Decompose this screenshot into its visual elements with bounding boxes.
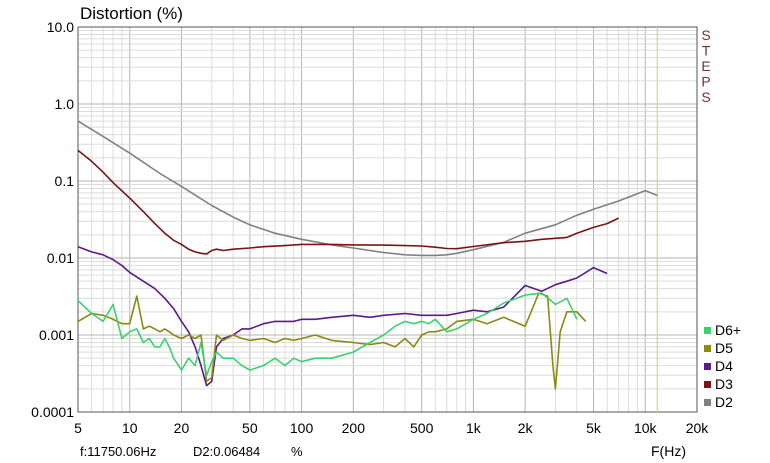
side-label-letter: S <box>701 27 710 43</box>
x-tick-labels: 5 10 20 50 100 200 500 1k 2k 5k 10k 20k <box>74 420 709 436</box>
y-tick-label: 0.01 <box>47 250 74 266</box>
series-line-d2 <box>77 120 658 257</box>
x-tick-label: 2k <box>518 420 534 436</box>
legend-swatch[interactable] <box>704 345 711 352</box>
x-tick-label: 500 <box>410 420 434 436</box>
side-label-letter: P <box>701 74 710 90</box>
y-tick-label: 10.0 <box>47 19 74 35</box>
legend-label[interactable]: D6+ <box>715 322 741 338</box>
x-tick-label: 5 <box>74 420 82 436</box>
series-line-d4 <box>77 245 608 387</box>
legend-swatch[interactable] <box>704 399 711 406</box>
x-tick-label: 100 <box>290 420 314 436</box>
y-tick-label: 1.0 <box>55 96 75 112</box>
legend-label[interactable]: D2 <box>715 394 733 410</box>
y-tick-label: 0.0001 <box>31 404 74 420</box>
x-tick-label: 5k <box>586 420 602 436</box>
side-label-letter: T <box>702 43 711 59</box>
cursor-value-readout: D2:0.06484 <box>193 444 260 459</box>
grid-lines <box>77 27 698 413</box>
x-tick-label: 10 <box>122 420 138 436</box>
legend[interactable]: D6+ D5 D4 D3 D2 <box>704 322 741 410</box>
legend-label[interactable]: D5 <box>715 340 733 356</box>
series-line-d5 <box>77 292 587 390</box>
x-tick-label: 50 <box>242 420 258 436</box>
y-tick-label: 0.1 <box>55 173 75 189</box>
legend-label[interactable]: D4 <box>715 358 733 374</box>
series-line-d6 <box>77 292 578 377</box>
legend-swatch[interactable] <box>704 363 711 370</box>
x-tick-label: 10k <box>634 420 658 436</box>
side-label-letter: S <box>701 89 710 105</box>
chart-title: Distortion (%) <box>80 4 183 23</box>
x-tick-label: 20 <box>174 420 190 436</box>
y-tick-label: 0.001 <box>39 327 74 343</box>
legend-swatch[interactable] <box>704 327 711 334</box>
x-tick-label: 200 <box>342 420 366 436</box>
legend-label[interactable]: D3 <box>715 376 733 392</box>
x-tick-label: 20k <box>686 420 710 436</box>
y-tick-labels: 10.0 1.0 0.1 0.01 0.001 0.0001 <box>31 19 74 420</box>
cursor-frequency-readout: f:11750.06Hz <box>80 444 156 459</box>
cursor-unit: % <box>291 444 303 459</box>
side-label-letter: E <box>701 58 710 74</box>
series-line-d3 <box>77 149 619 255</box>
data-series <box>77 120 658 390</box>
x-tick-label: 1k <box>466 420 482 436</box>
plot-frame <box>77 26 698 413</box>
x-axis-label: F(Hz) <box>651 443 686 459</box>
legend-swatch[interactable] <box>704 381 711 388</box>
